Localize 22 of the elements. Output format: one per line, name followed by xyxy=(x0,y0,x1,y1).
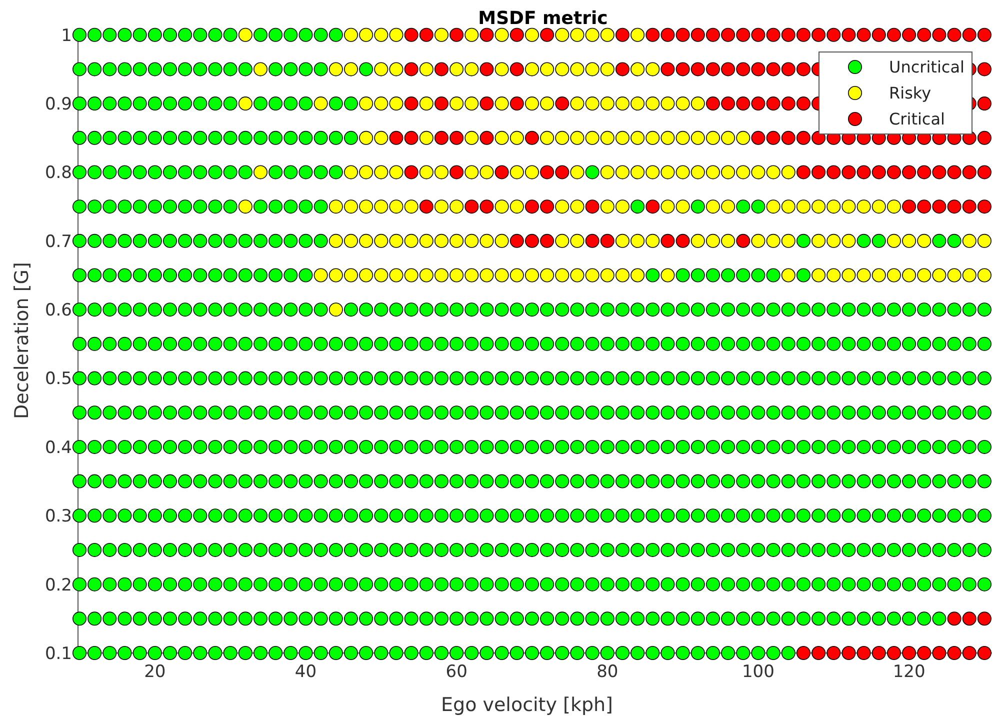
chart-title: MSDF metric xyxy=(478,8,608,29)
x-tick-label: 60 xyxy=(446,662,468,682)
x-tick-label: 40 xyxy=(294,662,317,682)
x-tick-label: 80 xyxy=(596,662,618,682)
x-axis-title: Ego velocity [kph] xyxy=(441,694,613,716)
y-tick-label: 0.7 xyxy=(44,232,72,252)
legend-label: Critical xyxy=(889,110,945,129)
legend-label: Risky xyxy=(889,84,932,103)
legend-label: Uncritical xyxy=(889,58,964,77)
x-tick-label: 20 xyxy=(144,662,166,682)
y-tick-label: 0.8 xyxy=(44,163,72,184)
y-tick-label: 0.4 xyxy=(44,438,72,458)
y-tick-label: 0.5 xyxy=(44,369,72,390)
y-tick-label: 1 xyxy=(61,26,72,46)
y-tick-label: 0.3 xyxy=(44,506,72,527)
x-tick-label: 120 xyxy=(892,662,926,682)
y-axis-title: Deceleration [G] xyxy=(11,262,33,419)
y-tick-label: 0.9 xyxy=(44,94,72,114)
y-tick-label: 0.1 xyxy=(44,644,72,664)
x-tick-label: 100 xyxy=(742,662,774,682)
y-tick-label: 0.2 xyxy=(44,575,72,596)
y-tick-label: 0.6 xyxy=(44,300,72,321)
